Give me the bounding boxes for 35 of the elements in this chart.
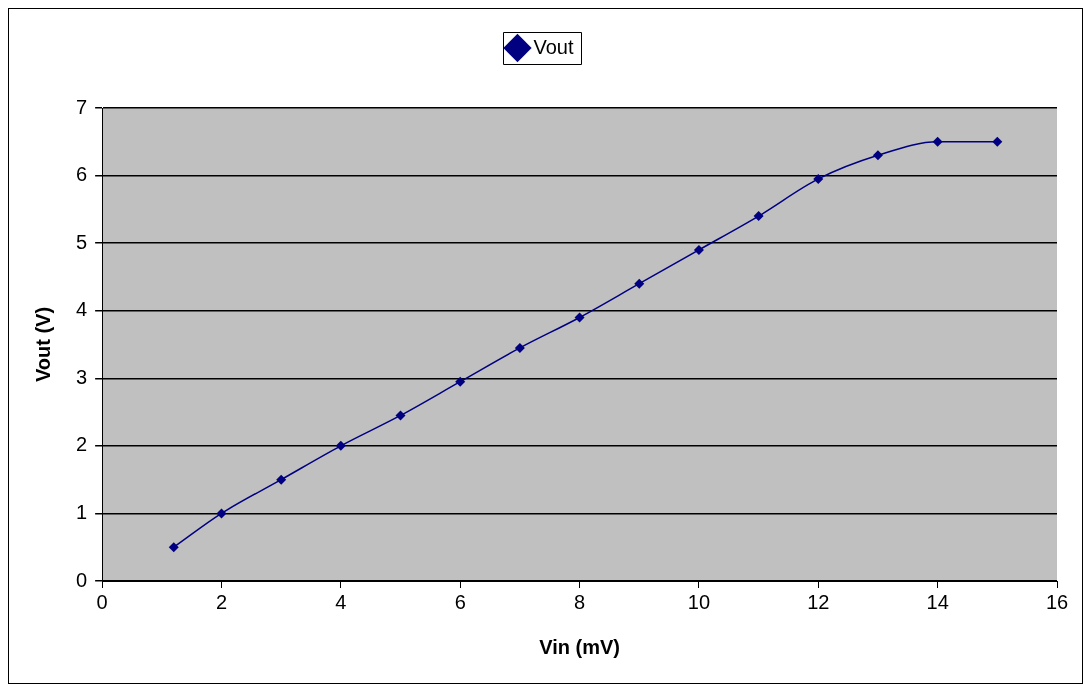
x-tick-label: 10	[687, 590, 711, 613]
point	[168, 542, 179, 553]
point	[813, 173, 824, 184]
x-tick-label: 8	[574, 590, 586, 613]
point	[335, 440, 346, 451]
point	[992, 136, 1003, 147]
legend-label: Vout	[533, 35, 574, 58]
point	[634, 278, 645, 289]
x-tick-label: 4	[335, 590, 347, 613]
point	[753, 211, 764, 222]
point	[216, 508, 227, 519]
y-tick-label: 2	[76, 433, 88, 456]
point	[693, 244, 704, 255]
x-tick-label: 14	[926, 590, 949, 613]
point	[514, 342, 525, 353]
y-axis-title: Vout (V)	[31, 306, 54, 383]
y-tick-label: 5	[76, 230, 88, 253]
y-tick-label: 6	[76, 163, 88, 186]
x-tick-label: 6	[454, 590, 466, 613]
x-tick-label: 12	[807, 590, 830, 613]
x-tick-label: 2	[215, 590, 228, 613]
y-tick-label: 1	[76, 500, 88, 523]
point	[872, 150, 883, 161]
point	[276, 474, 287, 485]
point	[395, 410, 406, 421]
x-tick-label: 0	[96, 590, 108, 613]
point	[455, 376, 466, 387]
x-axis-title: Vin (mV)	[539, 635, 620, 658]
y-tick-label: 0	[76, 568, 88, 591]
point	[574, 312, 585, 323]
y-tick-label: 4	[76, 298, 88, 321]
y-tick-label: 3	[76, 365, 88, 388]
x-tick-label: 16	[1045, 590, 1069, 613]
point	[932, 136, 943, 147]
y-tick-label: 7	[76, 95, 88, 118]
